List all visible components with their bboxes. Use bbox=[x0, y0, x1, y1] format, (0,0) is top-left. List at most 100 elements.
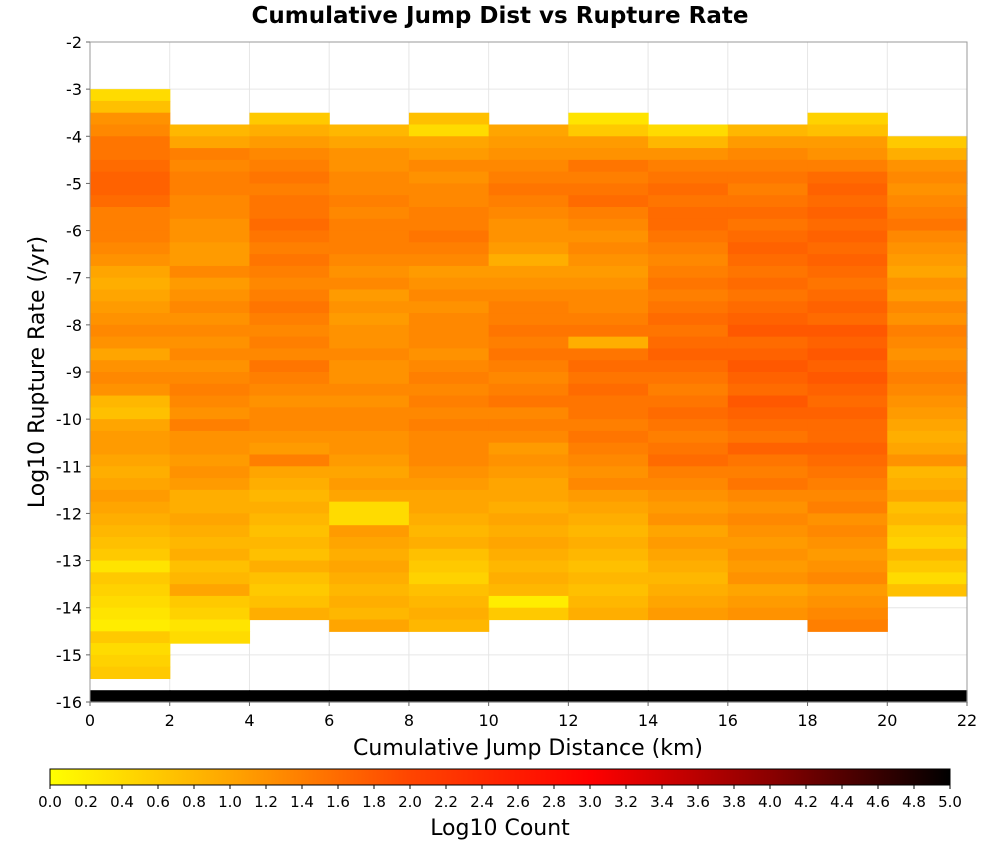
colorbar-tick-label: 1.2 bbox=[254, 793, 278, 811]
heatmap-cell bbox=[169, 324, 251, 338]
heatmap-cell bbox=[648, 595, 729, 609]
heatmap-cell bbox=[169, 584, 251, 597]
heatmap-cell bbox=[408, 289, 490, 302]
heatmap-cell bbox=[408, 336, 490, 350]
y-tick-label: -12 bbox=[56, 504, 82, 523]
heatmap-cell bbox=[727, 159, 809, 173]
heatmap-cell bbox=[249, 136, 330, 149]
heatmap-cell bbox=[408, 690, 490, 703]
heatmap-cell bbox=[169, 548, 251, 562]
heatmap-cell bbox=[568, 301, 649, 314]
y-axis-ticks: -2 -3 -4 -5 -6 -7 -8 -9 -10 -11 -12 -13 -14 -15 -16 bbox=[56, 33, 90, 712]
heatmap-cell bbox=[408, 607, 490, 621]
heatmap-cell bbox=[90, 136, 171, 149]
heatmap-cell bbox=[249, 372, 330, 385]
heatmap-cell bbox=[488, 242, 569, 255]
heatmap-cell bbox=[169, 631, 251, 644]
heatmap-cell bbox=[568, 313, 649, 326]
heatmap-cell bbox=[648, 489, 729, 503]
heatmap-cell bbox=[249, 254, 330, 267]
heatmap-cell bbox=[90, 383, 171, 397]
heatmap-cell bbox=[329, 442, 410, 456]
heatmap-cell bbox=[488, 254, 569, 267]
heatmap-cell bbox=[408, 407, 490, 420]
heatmap-cell bbox=[329, 230, 410, 243]
heatmap-cell bbox=[90, 89, 171, 102]
heatmap-cell bbox=[648, 548, 729, 562]
heatmap-cell bbox=[329, 348, 410, 361]
y-tick-label: -7 bbox=[66, 269, 82, 288]
heatmap-cell bbox=[408, 489, 490, 503]
heatmap-cell bbox=[887, 195, 968, 208]
heatmap-cell bbox=[329, 395, 410, 408]
heatmap-cell bbox=[249, 265, 330, 279]
heatmap-cell bbox=[648, 372, 729, 385]
heatmap-cell bbox=[169, 442, 251, 456]
heatmap-cell bbox=[249, 360, 330, 373]
heatmap-cell bbox=[408, 478, 490, 491]
heatmap-cell bbox=[727, 301, 809, 314]
heatmap-cell bbox=[807, 478, 888, 491]
heatmap-cell bbox=[727, 230, 809, 243]
heatmap-cell bbox=[488, 324, 569, 338]
heatmap-cell bbox=[568, 277, 649, 291]
y-tick-label: -4 bbox=[66, 127, 82, 146]
heatmap-cell bbox=[408, 560, 490, 573]
heatmap-cell bbox=[727, 124, 809, 137]
heatmap-cell bbox=[568, 607, 649, 621]
heatmap-cell bbox=[329, 207, 410, 220]
heatmap-cell bbox=[568, 195, 649, 208]
heatmap-cell bbox=[329, 548, 410, 562]
heatmap-cell bbox=[249, 207, 330, 220]
heatmap-cell bbox=[249, 690, 330, 703]
heatmap-cell bbox=[568, 348, 649, 361]
heatmap-cell bbox=[488, 277, 569, 291]
heatmap-cell bbox=[488, 124, 569, 137]
x-tick-label: 14 bbox=[638, 711, 658, 730]
colorbar-tick-label: 2.8 bbox=[542, 793, 566, 811]
heatmap-cell bbox=[169, 383, 251, 397]
heatmap-cell bbox=[488, 690, 569, 703]
heatmap-cell bbox=[887, 501, 968, 515]
heatmap-cell bbox=[169, 690, 251, 703]
colorbar-tick-label: 0.2 bbox=[74, 793, 98, 811]
heatmap-cell bbox=[169, 218, 251, 232]
heatmap-cell bbox=[329, 242, 410, 255]
heatmap-cell bbox=[249, 112, 330, 126]
heatmap-cell bbox=[568, 513, 649, 526]
heatmap-cell bbox=[408, 112, 490, 126]
y-tick-label: -11 bbox=[56, 457, 82, 476]
heatmap-cell bbox=[488, 336, 569, 350]
heatmap-cell bbox=[488, 372, 569, 385]
heatmap-cell bbox=[329, 360, 410, 373]
heatmap-cell bbox=[169, 301, 251, 314]
heatmap-cell bbox=[648, 289, 729, 302]
x-tick-label: 18 bbox=[797, 711, 817, 730]
heatmap-cell bbox=[887, 171, 968, 185]
heatmap-cell bbox=[90, 242, 171, 255]
heatmap-cell bbox=[887, 525, 968, 538]
heatmap-cell bbox=[887, 407, 968, 420]
x-tick-label: 6 bbox=[324, 711, 334, 730]
heatmap-cell bbox=[727, 560, 809, 573]
heatmap-cell bbox=[90, 230, 171, 243]
heatmap-cell bbox=[887, 537, 968, 550]
heatmap-cell bbox=[648, 336, 729, 350]
heatmap-cell bbox=[249, 230, 330, 243]
heatmap-cell bbox=[727, 171, 809, 185]
heatmap-cell bbox=[727, 595, 809, 609]
heatmap-cell bbox=[249, 454, 330, 467]
heatmap-cell bbox=[90, 171, 171, 185]
heatmap-cell bbox=[169, 395, 251, 408]
colorbar-tick-label: 2.2 bbox=[434, 793, 458, 811]
heatmap-cell bbox=[807, 207, 888, 220]
heatmap-cell bbox=[648, 277, 729, 291]
heatmap-cell bbox=[568, 372, 649, 385]
heatmap-cell bbox=[329, 619, 410, 632]
heatmap-cell bbox=[408, 265, 490, 279]
heatmap-cell bbox=[90, 277, 171, 291]
heatmap-cell bbox=[408, 148, 490, 161]
heatmap-cell bbox=[90, 631, 171, 644]
heatmap-cell bbox=[249, 489, 330, 503]
heatmap-cell bbox=[249, 395, 330, 408]
